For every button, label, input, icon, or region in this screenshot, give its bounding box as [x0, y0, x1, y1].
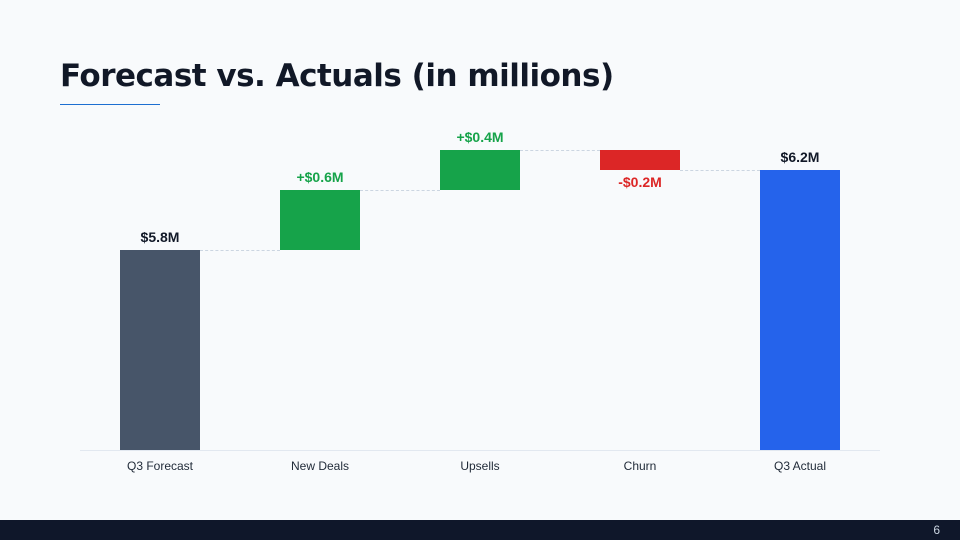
category-label: New Deals: [290, 459, 350, 473]
bar-value-label: $6.2M: [780, 149, 820, 165]
title-underline: [60, 104, 160, 105]
waterfall-chart: $5.8M Q3 Forecast +$0.6M New Deals +$0.4M Ups…: [80, 129, 880, 473]
bar-value-label: $5.8M: [140, 229, 180, 245]
bar-q3-forecast: [120, 250, 200, 450]
connector-line: [360, 190, 440, 191]
category-label: Churn: [623, 459, 657, 473]
bar-value-label: -$0.2M: [618, 174, 662, 190]
footer-bar: 6: [0, 520, 960, 540]
bar-value-label: +$0.4M: [456, 129, 504, 145]
bar-new-deals: [280, 190, 360, 250]
bar-q3-actual: [760, 170, 840, 450]
category-label: Q3 Forecast: [126, 459, 194, 473]
connector-line: [200, 250, 280, 251]
category-label: Upsells: [460, 459, 500, 473]
page-number: 6: [933, 523, 940, 537]
category-label: Q3 Actual: [773, 459, 827, 473]
connector-line: [520, 150, 600, 151]
bar-value-label: +$0.6M: [296, 169, 344, 185]
x-axis-line: [80, 450, 880, 451]
bar-upsells: [440, 150, 520, 190]
slide-title: Forecast vs. Actuals (in millions): [60, 58, 614, 94]
bar-churn: [600, 150, 680, 170]
connector-line: [680, 170, 760, 171]
